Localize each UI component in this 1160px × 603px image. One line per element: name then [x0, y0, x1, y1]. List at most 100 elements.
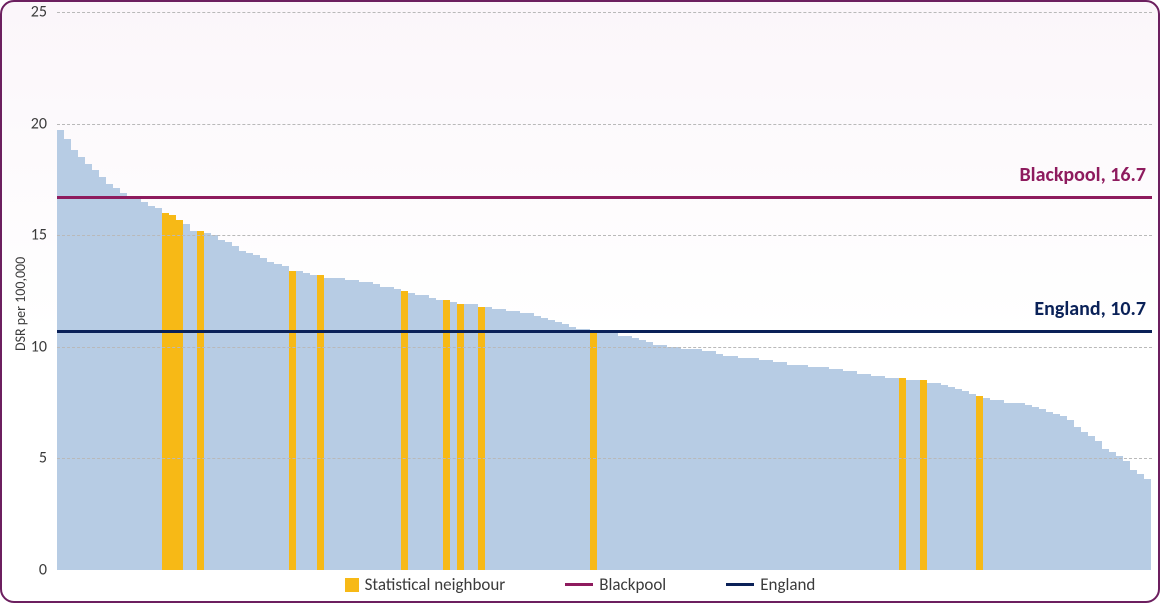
bar — [338, 278, 345, 570]
bar — [548, 320, 555, 570]
bar — [962, 391, 969, 570]
legend-swatch-line — [726, 583, 754, 586]
legend-item: England — [726, 574, 815, 595]
legend-label: England — [760, 574, 815, 595]
bar — [1067, 420, 1074, 570]
bar — [148, 206, 155, 570]
bar — [731, 356, 738, 570]
bar — [1109, 452, 1116, 570]
chart-frame: 0510152025Blackpool, 16.7England, 10.7 D… — [0, 0, 1160, 603]
bar — [611, 333, 618, 570]
bar — [773, 362, 780, 570]
bar — [274, 264, 281, 570]
ref-label-england: England, 10.7 — [1034, 297, 1146, 321]
bar — [1123, 461, 1130, 570]
bar — [520, 313, 527, 570]
bar — [843, 371, 850, 570]
bar — [183, 224, 190, 570]
bar — [1025, 405, 1032, 570]
bar — [745, 358, 752, 570]
plot-area: 0510152025Blackpool, 16.7England, 10.7 — [57, 12, 1152, 570]
bar — [836, 369, 843, 570]
bar — [702, 351, 709, 570]
bar-highlight — [976, 396, 983, 570]
legend-label: Statistical neighbour — [365, 574, 506, 595]
legend-item: Blackpool — [565, 574, 666, 595]
bar — [969, 394, 976, 570]
bar — [422, 295, 429, 570]
bar — [92, 170, 99, 570]
bar — [653, 345, 660, 570]
bar-highlight — [443, 300, 450, 570]
bar — [576, 329, 583, 570]
bar — [1116, 456, 1123, 570]
bar — [345, 280, 352, 570]
bar — [1011, 403, 1018, 570]
bar-highlight — [899, 378, 906, 570]
bar — [597, 331, 604, 570]
bar — [892, 378, 899, 570]
bar — [373, 284, 380, 570]
ref-label-blackpool: Blackpool, 16.7 — [1019, 163, 1146, 187]
bar — [618, 336, 625, 570]
bar-highlight — [401, 291, 408, 570]
bar-series — [57, 12, 1152, 570]
bar — [436, 300, 443, 570]
bar — [120, 193, 127, 570]
legend-label: Blackpool — [599, 574, 666, 595]
bar — [85, 164, 92, 570]
bar — [267, 262, 274, 570]
bar — [155, 208, 162, 570]
bar — [429, 298, 436, 570]
bar — [695, 349, 702, 570]
bar — [527, 313, 534, 570]
bar — [310, 275, 317, 570]
bar — [1074, 427, 1081, 570]
y-tick-label: 5 — [39, 449, 57, 468]
bar — [990, 400, 997, 570]
bar — [1102, 449, 1109, 570]
bar — [808, 367, 815, 570]
y-axis-label: DSR per 100,000 — [12, 257, 29, 351]
bar — [1081, 432, 1088, 570]
bar — [106, 184, 113, 570]
gridline — [57, 347, 1152, 348]
legend-item: Statistical neighbour — [345, 574, 506, 595]
bar — [415, 295, 422, 570]
bar — [829, 369, 836, 570]
bar — [324, 278, 331, 570]
y-tick-label: 15 — [31, 226, 57, 245]
bar — [927, 383, 934, 570]
bar — [471, 304, 478, 570]
bar — [1060, 416, 1067, 570]
bar — [408, 293, 415, 570]
bar — [759, 360, 766, 570]
bar — [583, 329, 590, 570]
bar — [260, 258, 267, 570]
bar — [534, 316, 541, 570]
bar — [1053, 414, 1060, 570]
bar — [723, 356, 730, 570]
bar — [906, 380, 913, 570]
bar — [1130, 470, 1137, 570]
bar — [359, 282, 366, 570]
bar — [716, 354, 723, 571]
bar-highlight — [457, 304, 464, 570]
bar-highlight — [590, 331, 597, 570]
gridline — [57, 458, 1152, 459]
bar — [794, 365, 801, 570]
bar — [850, 371, 857, 570]
bar — [787, 365, 794, 570]
bar — [562, 324, 569, 570]
bar — [955, 389, 962, 570]
bar — [450, 302, 457, 570]
bar — [64, 139, 71, 570]
bar — [569, 327, 576, 570]
bar — [983, 398, 990, 570]
bar — [934, 383, 941, 570]
bar — [232, 246, 239, 570]
y-tick-label: 20 — [31, 114, 57, 133]
bar — [857, 374, 864, 570]
bar — [815, 367, 822, 570]
bar — [246, 253, 253, 570]
